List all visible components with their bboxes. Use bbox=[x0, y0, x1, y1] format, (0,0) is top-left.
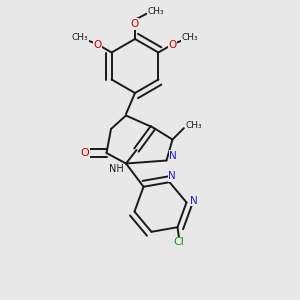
Text: N: N bbox=[190, 196, 198, 206]
Text: CH₃: CH₃ bbox=[72, 33, 88, 42]
Text: N: N bbox=[169, 151, 177, 161]
Text: NH: NH bbox=[109, 164, 124, 175]
Text: O: O bbox=[80, 148, 89, 158]
Text: CH₃: CH₃ bbox=[182, 33, 198, 42]
Text: O: O bbox=[130, 19, 139, 29]
Text: CH₃: CH₃ bbox=[148, 7, 164, 16]
Text: N: N bbox=[168, 171, 176, 181]
Text: Cl: Cl bbox=[173, 237, 184, 247]
Text: CH₃: CH₃ bbox=[185, 121, 202, 130]
Text: O: O bbox=[94, 40, 102, 50]
Text: O: O bbox=[168, 40, 176, 50]
